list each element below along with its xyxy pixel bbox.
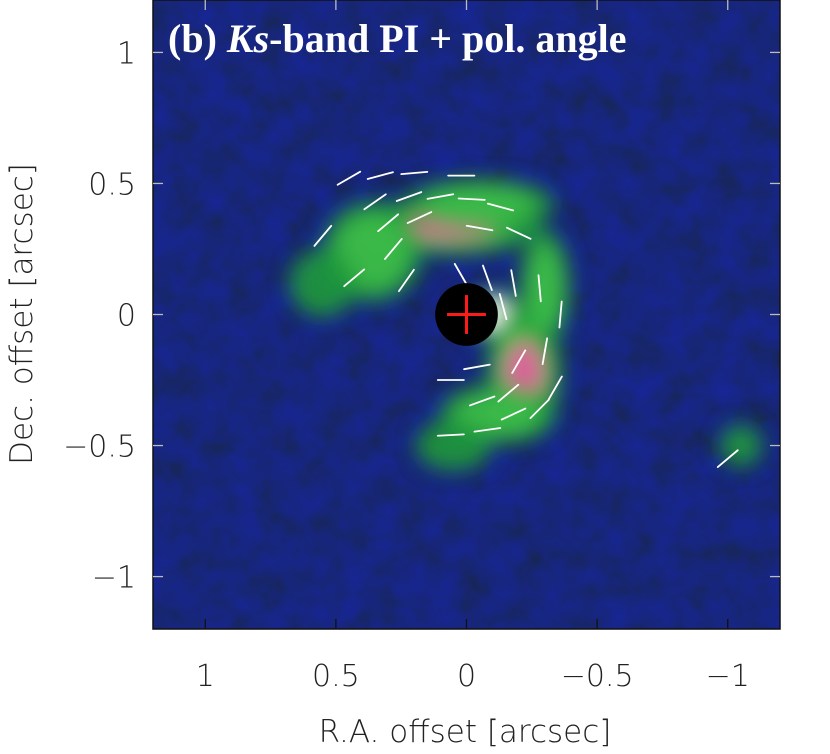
polarization-vector: [469, 395, 496, 407]
x-tick-label: 0.5: [312, 659, 360, 694]
polarization-vector: [498, 293, 508, 321]
polarization-vector: [465, 224, 494, 232]
y-tick-label: −1: [92, 561, 136, 596]
polarization-vector: [457, 197, 486, 201]
intensity-feature: [289, 249, 357, 317]
y-tick-label: 0: [117, 299, 136, 334]
polarization-vector: [486, 202, 514, 212]
polarization-vector: [529, 398, 550, 419]
intensity-feature: [519, 229, 570, 347]
x-tick-label: −0.5: [561, 659, 634, 694]
panel-title-band: Ks: [226, 16, 269, 61]
polarization-vector: [453, 262, 469, 288]
x-tick-label: 0: [457, 659, 476, 694]
x-tick-label: 1: [196, 659, 215, 694]
x-axis-label: R.A. offset [arcsec]: [319, 714, 612, 750]
intensity-feature: [415, 420, 492, 471]
polarization-vector: [547, 375, 563, 401]
polarization-vector: [500, 407, 527, 421]
polarization-vector: [366, 171, 394, 180]
y-tick-label: 1: [117, 36, 136, 71]
polarization-vector: [384, 238, 403, 260]
axis-ticks: [153, 0, 780, 629]
star-marker: [435, 283, 498, 346]
panel-title-suffix: -band PI + pol. angle: [269, 16, 626, 61]
x-tick-label: −1: [706, 659, 750, 694]
polarization-vector: [363, 193, 387, 211]
plot-area: [153, 0, 780, 629]
polarization-vector: [395, 191, 423, 202]
polarization-vector: [541, 337, 549, 365]
polarization-vector: [511, 349, 527, 374]
polarization-vector: [400, 170, 429, 176]
polarization-vector: [473, 427, 502, 433]
polarization-vector: [313, 224, 333, 247]
polarization-vector: [436, 433, 465, 437]
polarization-vectors: [313, 170, 739, 468]
panel-title: (b) Ks-band PI + pol. angle: [168, 16, 626, 61]
polarization-vector: [482, 264, 493, 291]
y-tick-labels: 1 0.5 0 −0.5 −1: [63, 36, 136, 595]
polarization-vector: [377, 213, 400, 233]
polarization-vector: [336, 170, 362, 186]
polarization-vector: [343, 268, 366, 288]
polarization-vector: [510, 269, 517, 297]
y-tick-label: 0.5: [88, 167, 136, 202]
polarization-vector: [398, 268, 415, 293]
panel-title-prefix: (b): [168, 16, 227, 61]
y-tick-label: −0.5: [63, 430, 136, 465]
polarization-vector: [426, 193, 455, 200]
polarization-vector: [716, 449, 739, 468]
polarization-vector: [406, 211, 433, 224]
polarization-vector: [558, 300, 563, 329]
polarization-vector: [506, 226, 532, 240]
intensity-feature: [404, 179, 555, 230]
polarization-vector: [463, 363, 491, 371]
x-tick-labels: 1 0.5 0 −0.5 −1: [196, 659, 750, 694]
polarization-vector: [497, 383, 520, 403]
polarization-vector: [537, 274, 542, 303]
y-axis-label: Dec. offset [arcsec]: [4, 163, 40, 465]
